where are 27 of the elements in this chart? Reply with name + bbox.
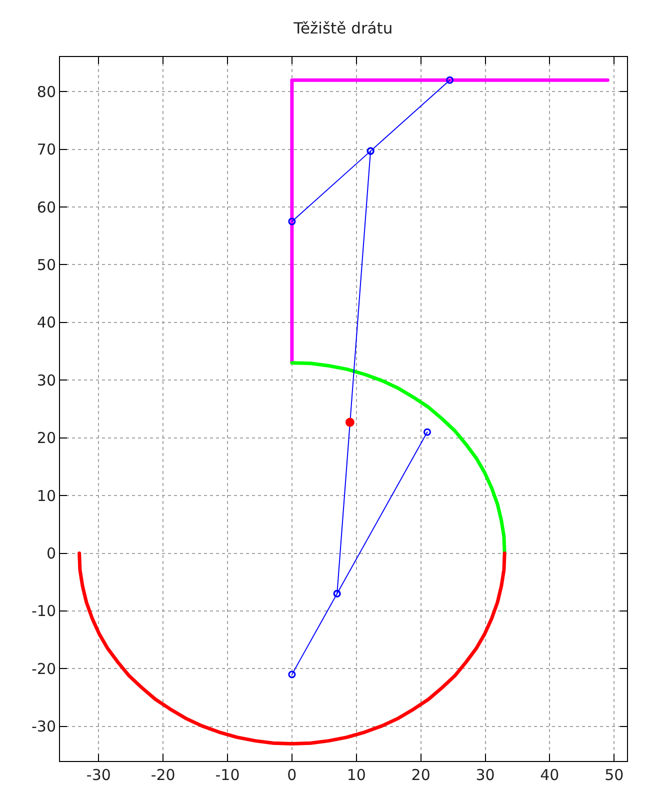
y-tick-label: 20 <box>36 429 56 448</box>
y-tick-label: -30 <box>32 718 56 736</box>
point <box>424 428 432 436</box>
y-tick-label: 40 <box>36 314 56 332</box>
point <box>288 670 296 678</box>
x-tick-label: 0 <box>287 766 297 784</box>
y-tick-label: -10 <box>32 602 56 620</box>
x-tick-label: 10 <box>346 766 366 784</box>
y-tick-label: 10 <box>36 486 56 505</box>
y-tick-label: -20 <box>32 660 56 678</box>
x-tick-label: -20 <box>150 766 176 784</box>
x-tick-label: -10 <box>215 766 240 784</box>
y-tick-label: 30 <box>36 371 56 390</box>
point <box>288 218 296 226</box>
y-tick-label: 0 <box>46 544 56 563</box>
y-tick-label: 50 <box>36 256 56 274</box>
y-tick-label: 60 <box>36 198 56 216</box>
line-series <box>78 552 506 746</box>
x-tick-label: 50 <box>604 766 624 784</box>
y-tick-label: 70 <box>36 140 56 159</box>
x-tick-label: 20 <box>411 766 430 784</box>
x-tick-label: -30 <box>86 766 111 784</box>
x-tick-label: 30 <box>476 766 495 784</box>
point <box>446 76 454 84</box>
y-tick-label: 80 <box>36 82 56 101</box>
x-tick-label: 40 <box>540 766 560 784</box>
line-series <box>290 361 506 556</box>
